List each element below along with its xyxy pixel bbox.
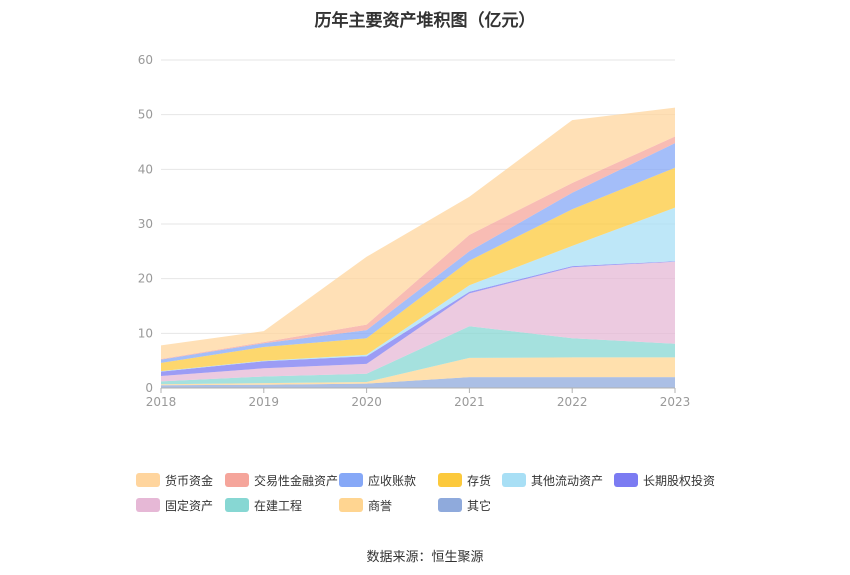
- legend-label: 其它: [467, 498, 492, 513]
- legend-swatch: [339, 473, 363, 487]
- y-tick-label: 0: [145, 381, 153, 395]
- axes: 0 10 20 30 40 50 60 2018 2019 2020 2021 2022 2023: [138, 53, 691, 409]
- legend-swatch: [225, 498, 249, 512]
- legend-item[interactable]: 固定资产: [136, 496, 213, 514]
- legend-label: 其他流动资产: [531, 473, 604, 488]
- legend-item[interactable]: 应收账款: [339, 471, 416, 489]
- legend-swatch: [438, 473, 462, 487]
- y-tick-label: 10: [138, 326, 153, 340]
- x-tick-label: 2022: [557, 395, 588, 409]
- area-series: [161, 107, 675, 388]
- y-tick-label: 50: [138, 108, 153, 122]
- area-固定资产: [161, 261, 675, 382]
- x-tick-label: 2021: [454, 395, 485, 409]
- legend-label: 存货: [467, 473, 492, 488]
- legend-label: 长期股权投资: [643, 473, 716, 488]
- legend-swatch: [136, 473, 160, 487]
- legend-swatch: [225, 473, 249, 487]
- x-tick-label: 2023: [660, 395, 691, 409]
- legend-label: 在建工程: [254, 498, 303, 513]
- legend-item[interactable]: 在建工程: [225, 496, 302, 514]
- x-tick-label: 2018: [146, 395, 177, 409]
- y-tick-label: 40: [138, 162, 153, 176]
- legend-item[interactable]: 其他流动资产: [502, 471, 603, 489]
- legend-swatch: [136, 498, 160, 512]
- legend-item[interactable]: 存货: [438, 471, 491, 489]
- stacked-area-chart: 0 10 20 30 40 50 60 2018 2019 2020 2021 2022 2023: [138, 53, 691, 409]
- legend-swatch: [502, 473, 526, 487]
- legend-swatch: [339, 498, 363, 512]
- legend-item[interactable]: 商誉: [339, 496, 392, 514]
- y-tick-label: 30: [138, 217, 153, 231]
- legend-item[interactable]: 交易性金融资产: [225, 471, 338, 489]
- area-在建工程: [161, 326, 675, 385]
- area-商誉: [161, 357, 675, 386]
- area-其它: [161, 377, 675, 388]
- x-tick-label: 2020: [351, 395, 382, 409]
- legend-label: 商誉: [368, 498, 393, 513]
- y-tick-label: 60: [138, 53, 153, 67]
- chart-title: 历年主要资产堆积图（亿元）: [314, 11, 536, 31]
- legend-swatch: [438, 498, 462, 512]
- legend-item[interactable]: 长期股权投资: [614, 471, 715, 489]
- legend-label: 固定资产: [165, 498, 214, 513]
- legend-item[interactable]: 货币资金: [136, 471, 213, 489]
- x-tick-label: 2019: [249, 395, 280, 409]
- legend-swatch: [614, 473, 638, 487]
- area-货币资金: [161, 107, 675, 359]
- legend-label: 货币资金: [165, 473, 214, 488]
- y-tick-label: 20: [138, 272, 153, 286]
- legend-item[interactable]: 其它: [438, 496, 491, 514]
- legend-label: 交易性金融资产: [254, 473, 339, 488]
- data-source: 数据来源：恒生聚源: [366, 550, 484, 565]
- legend-label: 应收账款: [368, 473, 417, 488]
